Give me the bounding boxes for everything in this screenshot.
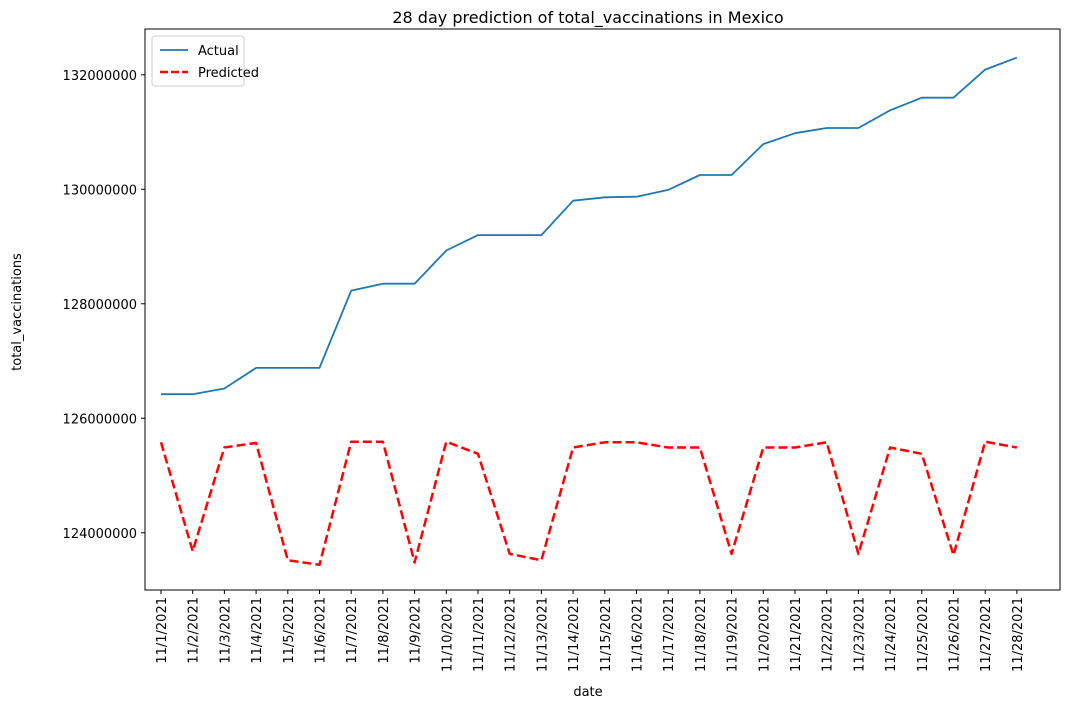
- y-axis-ticks: 124000000 126000000 128000000 130000000 1320…: [63, 69, 145, 542]
- y-tick-label: 126000000: [63, 412, 137, 427]
- x-tick-label: 11/28/2021: [1011, 597, 1026, 672]
- x-tick-label: 11/12/2021: [504, 597, 519, 672]
- x-tick-label: 11/11/2021: [472, 597, 487, 672]
- legend-box: [151, 35, 245, 87]
- x-tick-label: 11/22/2021: [821, 597, 836, 672]
- x-tick-label: 11/5/2021: [282, 597, 297, 664]
- legend-label-actual: Actual: [198, 44, 239, 59]
- y-tick-label: 124000000: [63, 527, 137, 542]
- y-axis-label: total_vaccinations: [10, 253, 25, 371]
- x-tick-label: 11/2/2021: [187, 597, 202, 664]
- y-tick-label: 132000000: [63, 69, 137, 84]
- x-tick-label: 11/21/2021: [789, 597, 804, 672]
- x-tick-label: 11/25/2021: [916, 597, 931, 672]
- x-tick-label: 11/14/2021: [567, 597, 582, 672]
- x-tick-label: 11/4/2021: [250, 597, 265, 664]
- x-tick-label: 11/19/2021: [726, 597, 741, 672]
- x-tick-label: 11/16/2021: [631, 597, 646, 672]
- x-tick-label: 11/3/2021: [218, 597, 233, 664]
- x-axis-label: date: [573, 685, 602, 700]
- x-tick-label: 11/20/2021: [757, 597, 772, 672]
- x-tick-label: 11/9/2021: [409, 597, 424, 664]
- x-tick-label: 11/15/2021: [599, 597, 614, 672]
- chart-title: 28 day prediction of total_vaccinations …: [392, 8, 783, 28]
- x-tick-label: 11/18/2021: [694, 597, 709, 672]
- x-tick-label: 11/6/2021: [314, 597, 329, 664]
- x-tick-label: 11/10/2021: [440, 597, 455, 672]
- legend: Actual Predicted: [151, 35, 259, 87]
- x-tick-label: 11/24/2021: [884, 597, 899, 672]
- series-line-actual: [161, 56, 1018, 396]
- y-tick-label: 128000000: [63, 298, 137, 313]
- plot-frame: [144, 28, 1061, 591]
- x-tick-label: 11/23/2021: [852, 597, 867, 672]
- x-axis-ticks: 11/1/2021 11/2/2021 11/3/2021 11/4/2021 11/5…: [155, 590, 1026, 672]
- x-tick-label: 11/17/2021: [662, 597, 677, 672]
- series-line-predicted: [159, 440, 1018, 567]
- x-tick-label: 11/7/2021: [345, 597, 360, 664]
- x-tick-label: 11/27/2021: [979, 597, 994, 672]
- x-tick-label: 11/1/2021: [155, 597, 170, 664]
- y-tick-label: 130000000: [63, 183, 137, 198]
- plot-lines: [159, 56, 1018, 567]
- x-tick-label: 11/13/2021: [535, 597, 550, 672]
- x-tick-label: 11/26/2021: [948, 597, 963, 672]
- x-tick-label: 11/8/2021: [377, 597, 392, 664]
- legend-label-predicted: Predicted: [198, 66, 259, 81]
